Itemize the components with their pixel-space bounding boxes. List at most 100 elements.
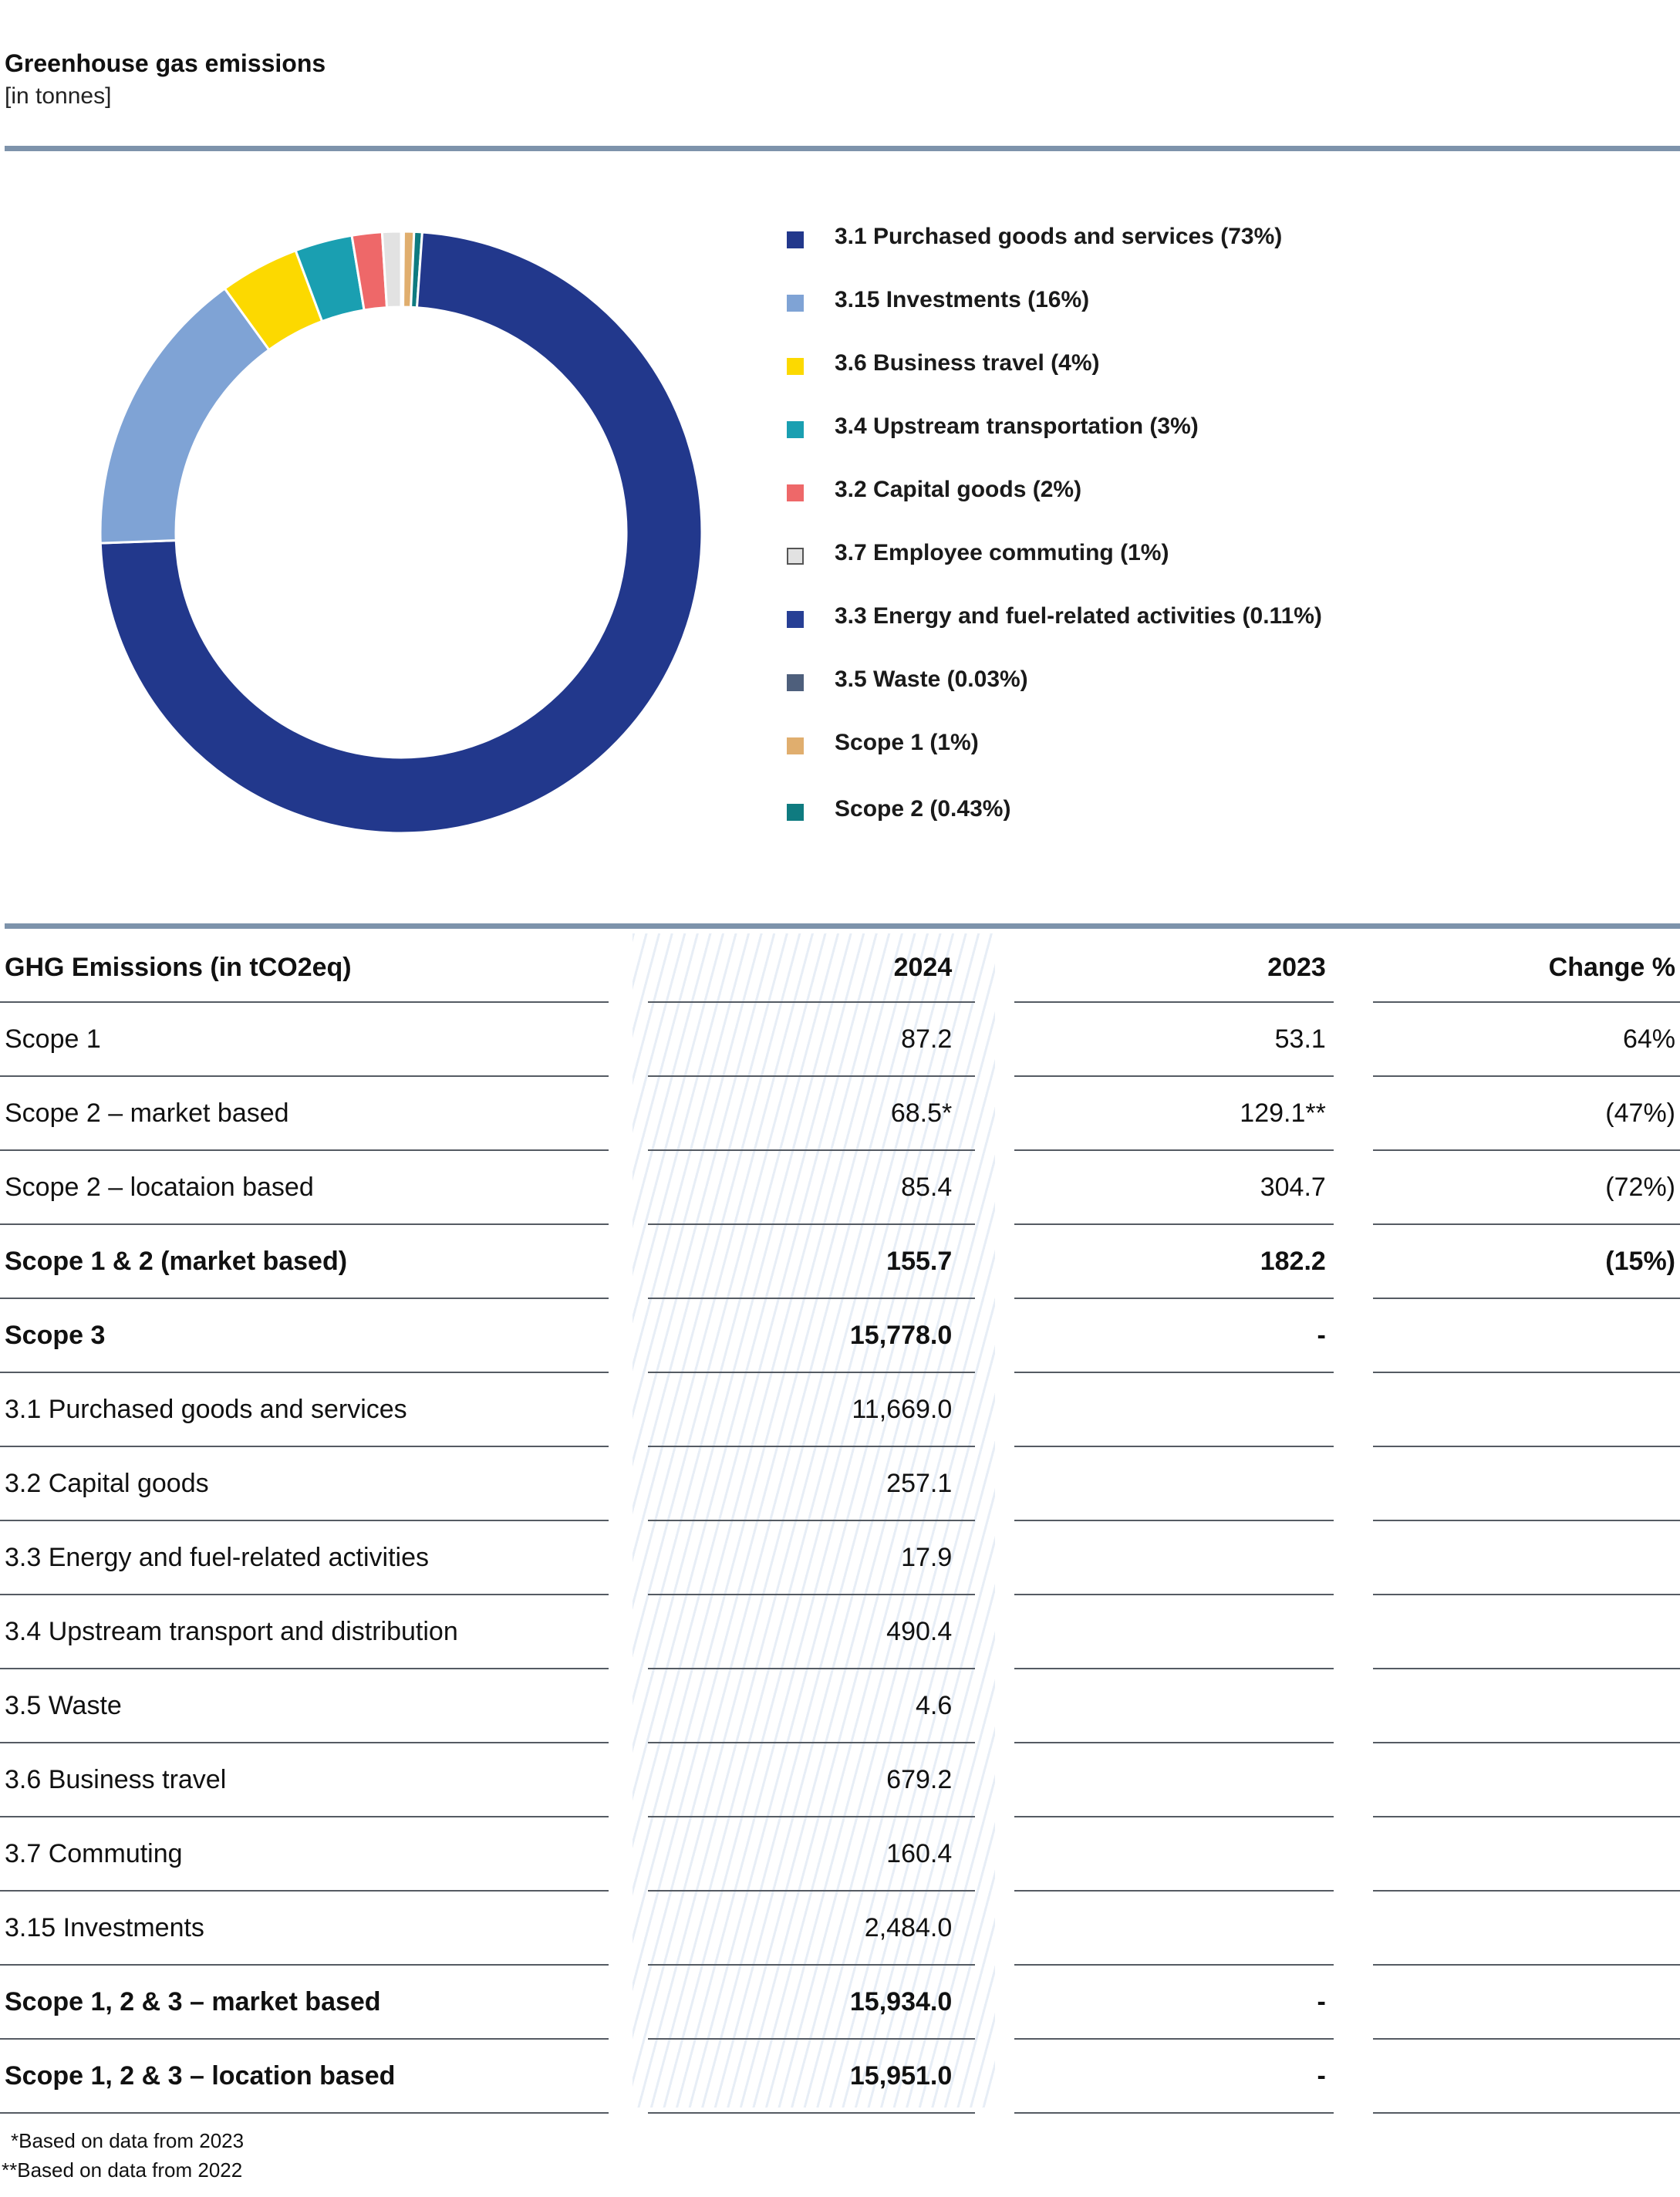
cell-value-2023 bbox=[1014, 1817, 1334, 1892]
table-row: 3.6 Business travel 679.2 bbox=[0, 1743, 1680, 1817]
legend-label: 3.7 Employee commuting (1%) bbox=[835, 540, 1169, 565]
cell-change-pct: (15%) bbox=[1372, 1225, 1680, 1299]
header-2024: 2024 bbox=[647, 933, 976, 1003]
cell-value-2024: 11,669.0 bbox=[647, 1373, 976, 1447]
donut-chart bbox=[99, 230, 703, 835]
header-change: Change % bbox=[1372, 933, 1680, 1003]
cell-value-2024: 490.4 bbox=[647, 1595, 976, 1669]
legend-swatch bbox=[787, 484, 804, 501]
table-row: Scope 3 15,778.0- bbox=[0, 1299, 1680, 1373]
legend-swatch bbox=[787, 611, 804, 628]
cell-value-2023 bbox=[1014, 1521, 1334, 1595]
legend-swatch bbox=[787, 358, 804, 375]
cell-category: Scope 1, 2 & 3 – market based bbox=[0, 1966, 609, 2040]
cell-category: 3.15 Investments bbox=[0, 1892, 609, 1966]
table-row: Scope 1 & 2 (market based) 155.7 182.2 (15%… bbox=[0, 1225, 1680, 1299]
legend-swatch bbox=[787, 737, 804, 754]
cell-value-2024: 85.4 bbox=[647, 1151, 976, 1225]
cell-change-pct bbox=[1372, 1669, 1680, 1743]
cell-value-2023: - bbox=[1014, 1299, 1334, 1373]
cell-change-pct bbox=[1372, 1817, 1680, 1892]
cell-change-pct bbox=[1372, 1966, 1680, 2040]
legend-label: 3.4 Upstream transportation (3%) bbox=[835, 413, 1199, 439]
chart-title: Greenhouse gas emissions bbox=[5, 49, 326, 77]
cell-category: Scope 1 bbox=[0, 1003, 609, 1077]
legend-label: 3.6 Business travel (4%) bbox=[835, 350, 1100, 376]
table-row: 3.5 Waste 4.6 bbox=[0, 1669, 1680, 1743]
legend-swatch bbox=[787, 231, 804, 248]
legend-label: 3.15 Investments (16%) bbox=[835, 287, 1090, 312]
donut-slice bbox=[99, 286, 271, 545]
cell-category: Scope 3 bbox=[0, 1299, 609, 1373]
cell-value-2024: 679.2 bbox=[647, 1743, 976, 1817]
cell-change-pct bbox=[1372, 1373, 1680, 1447]
table-row: 3.2 Capital goods 257.1 bbox=[0, 1447, 1680, 1521]
legend-label: 3.2 Capital goods (2%) bbox=[835, 477, 1082, 502]
header-category: GHG Emissions (in tCO2eq) bbox=[0, 933, 609, 1003]
table-row: Scope 2 – market based 68.5* 129.1** (47%) bbox=[0, 1077, 1680, 1151]
cell-category: 3.3 Energy and fuel-related activities bbox=[0, 1521, 609, 1595]
ghg-emissions-table: GHG Emissions (in tCO2eq) 2024 2023 Chan… bbox=[0, 933, 1680, 2114]
cell-category: 3.7 Commuting bbox=[0, 1817, 609, 1892]
cell-value-2024: 2,484.0 bbox=[647, 1892, 976, 1966]
cell-value-2024: 17.9 bbox=[647, 1521, 976, 1595]
cell-value-2023: 304.7 bbox=[1014, 1151, 1334, 1225]
donut-slice bbox=[99, 231, 703, 835]
legend-swatch bbox=[787, 295, 804, 312]
legend-label: 3.1 Purchased goods and services (73%) bbox=[835, 224, 1283, 249]
legend-label: Scope 2 (0.43%) bbox=[835, 796, 1011, 822]
cell-value-2024: 160.4 bbox=[647, 1817, 976, 1892]
cell-value-2024: 15,951.0 bbox=[647, 2040, 976, 2114]
cell-value-2023: - bbox=[1014, 1966, 1334, 2040]
cell-category: Scope 1, 2 & 3 – location based bbox=[0, 2040, 609, 2114]
cell-value-2024: 15,778.0 bbox=[647, 1299, 976, 1373]
donut-slice bbox=[380, 230, 403, 309]
cell-change-pct: (72%) bbox=[1372, 1151, 1680, 1225]
cell-category: 3.5 Waste bbox=[0, 1669, 609, 1743]
cell-value-2023 bbox=[1014, 1892, 1334, 1966]
table-row: Scope 2 – locataion based 85.4 304.7 (72%) bbox=[0, 1151, 1680, 1225]
cell-change-pct bbox=[1372, 1743, 1680, 1817]
cell-category: Scope 1 & 2 (market based) bbox=[0, 1225, 609, 1299]
cell-value-2024: 4.6 bbox=[647, 1669, 976, 1743]
chart-subtitle: [in tonnes] bbox=[5, 83, 112, 109]
cell-value-2024: 155.7 bbox=[647, 1225, 976, 1299]
cell-category: 3.1 Purchased goods and services bbox=[0, 1373, 609, 1447]
table-row: 3.7 Commuting 160.4 bbox=[0, 1817, 1680, 1892]
cell-value-2023 bbox=[1014, 1669, 1334, 1743]
table-row: Scope 1 87.2 53.1 64% bbox=[0, 1003, 1680, 1077]
cell-category: 3.2 Capital goods bbox=[0, 1447, 609, 1521]
cell-value-2024: 257.1 bbox=[647, 1447, 976, 1521]
table-header-row: GHG Emissions (in tCO2eq) 2024 2023 Chan… bbox=[0, 933, 1680, 1003]
legend-swatch bbox=[787, 804, 804, 821]
legend-label: 3.5 Waste (0.03%) bbox=[835, 667, 1028, 692]
cell-change-pct bbox=[1372, 1299, 1680, 1373]
cell-change-pct bbox=[1372, 1447, 1680, 1521]
cell-value-2023: 182.2 bbox=[1014, 1225, 1334, 1299]
legend-swatch bbox=[787, 674, 804, 691]
footnote-1: *Based on data from 2023 bbox=[11, 2129, 245, 2152]
cell-value-2023 bbox=[1014, 1373, 1334, 1447]
header-2023: 2023 bbox=[1014, 933, 1334, 1003]
cell-value-2023: 129.1** bbox=[1014, 1077, 1334, 1151]
cell-change-pct: (47%) bbox=[1372, 1077, 1680, 1151]
cell-change-pct: 64% bbox=[1372, 1003, 1680, 1077]
cell-change-pct bbox=[1372, 1595, 1680, 1669]
cell-change-pct bbox=[1372, 2040, 1680, 2114]
cell-category: 3.6 Business travel bbox=[0, 1743, 609, 1817]
cell-category: Scope 2 – locataion based bbox=[0, 1151, 609, 1225]
cell-value-2023 bbox=[1014, 1447, 1334, 1521]
table-row: 3.3 Energy and fuel-related activities 17… bbox=[0, 1521, 1680, 1595]
cell-value-2023: - bbox=[1014, 2040, 1334, 2114]
cell-value-2024: 15,934.0 bbox=[647, 1966, 976, 2040]
legend-swatch bbox=[787, 548, 804, 565]
footnote-2: **Based on data from 2022 bbox=[2, 2158, 243, 2182]
cell-value-2023 bbox=[1014, 1595, 1334, 1669]
table-row: Scope 1, 2 & 3 – market based 15,934.0- bbox=[0, 1966, 1680, 2040]
cell-change-pct bbox=[1372, 1521, 1680, 1595]
legend-label: 3.3 Energy and fuel-related activities (… bbox=[835, 603, 1322, 629]
top-divider bbox=[5, 146, 1680, 151]
table-divider bbox=[5, 923, 1680, 929]
cell-category: Scope 2 – market based bbox=[0, 1077, 609, 1151]
table-row: 3.4 Upstream transport and distribution 4… bbox=[0, 1595, 1680, 1669]
